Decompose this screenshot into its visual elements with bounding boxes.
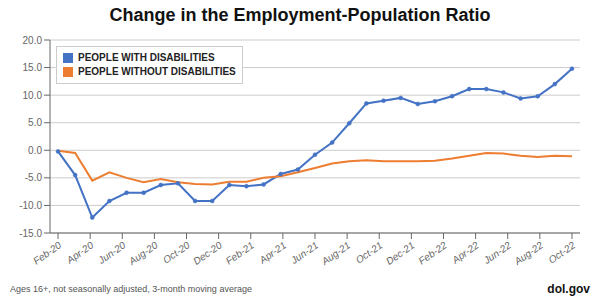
svg-text:-5.0: -5.0 bbox=[25, 172, 43, 183]
svg-text:5.0: 5.0 bbox=[28, 117, 42, 128]
svg-text:Aug-21: Aug-21 bbox=[319, 239, 353, 267]
html-text:Change in the Employment-Popul: Change in the Employment-Population Rati… bbox=[109, 5, 491, 25]
svg-text:Aug-20: Aug-20 bbox=[126, 239, 160, 267]
svg-text:Feb-21: Feb-21 bbox=[224, 239, 256, 266]
svg-text:Apr-20: Apr-20 bbox=[64, 239, 96, 266]
svg-text:20.0: 20.0 bbox=[23, 35, 43, 46]
svg-text:Dec-21: Dec-21 bbox=[384, 239, 417, 267]
svg-text:Jun-20: Jun-20 bbox=[95, 239, 128, 266]
svg-text:Feb-22: Feb-22 bbox=[416, 239, 449, 266]
svg-text:15.0: 15.0 bbox=[23, 62, 43, 73]
svg-text:Aug-22: Aug-22 bbox=[512, 239, 546, 267]
svg-text:Oct-21: Oct-21 bbox=[354, 239, 385, 265]
html-text:PEOPLE WITHOUT DISABILITIES: PEOPLE WITHOUT DISABILITIES bbox=[78, 66, 236, 77]
html-text:dol.gov: dol.gov bbox=[547, 282, 590, 296]
svg-text:Dec-20: Dec-20 bbox=[191, 239, 224, 267]
svg-text:Jun-21: Jun-21 bbox=[288, 239, 320, 266]
svg-text:0.0: 0.0 bbox=[28, 145, 42, 156]
svg-text:Oct-22: Oct-22 bbox=[546, 239, 577, 265]
svg-text:-15.0: -15.0 bbox=[19, 228, 42, 239]
html-text:PEOPLE WITH DISABILITIES: PEOPLE WITH DISABILITIES bbox=[78, 52, 215, 63]
svg-text:Apr-22: Apr-22 bbox=[449, 239, 481, 266]
svg-text:Feb-20: Feb-20 bbox=[31, 239, 64, 266]
svg-text:Apr-21: Apr-21 bbox=[257, 239, 289, 266]
svg-text:-10.0: -10.0 bbox=[19, 200, 42, 211]
html-text:Ages 16+, not seasonally adjus: Ages 16+, not seasonally adjusted, 3-mon… bbox=[10, 284, 252, 294]
svg-text:10.0: 10.0 bbox=[23, 90, 43, 101]
svg-text:Oct-20: Oct-20 bbox=[161, 239, 192, 265]
svg-text:Jun-22: Jun-22 bbox=[481, 239, 514, 266]
